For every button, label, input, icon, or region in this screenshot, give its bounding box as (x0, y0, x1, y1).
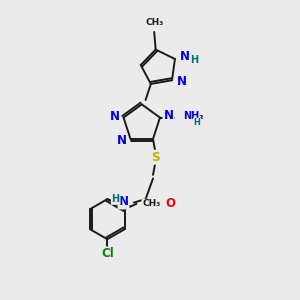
Text: N: N (117, 134, 127, 147)
Text: NH₂: NH₂ (183, 111, 203, 121)
Text: N: N (110, 110, 120, 123)
Text: H: H (112, 194, 120, 204)
Text: Cl: Cl (101, 248, 114, 260)
Text: N: N (118, 196, 129, 208)
Text: N: N (177, 75, 187, 88)
Text: S: S (151, 151, 160, 164)
Text: N: N (180, 50, 190, 63)
Text: N: N (164, 109, 173, 122)
Text: H: H (194, 118, 200, 127)
Text: CH₃: CH₃ (142, 200, 160, 208)
Text: O: O (166, 197, 176, 210)
Text: CH₃: CH₃ (145, 18, 163, 27)
Text: H: H (190, 55, 198, 64)
